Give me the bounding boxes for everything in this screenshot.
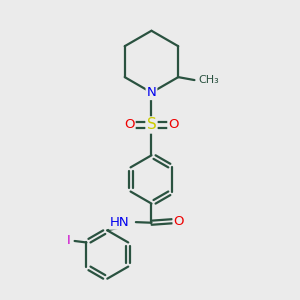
Text: HN: HN [110,216,129,229]
Text: O: O [168,118,179,131]
Text: O: O [174,215,184,228]
Text: CH₃: CH₃ [198,75,219,85]
Text: S: S [147,118,156,133]
Text: I: I [67,235,70,248]
Text: N: N [147,86,156,99]
Text: O: O [124,118,135,131]
